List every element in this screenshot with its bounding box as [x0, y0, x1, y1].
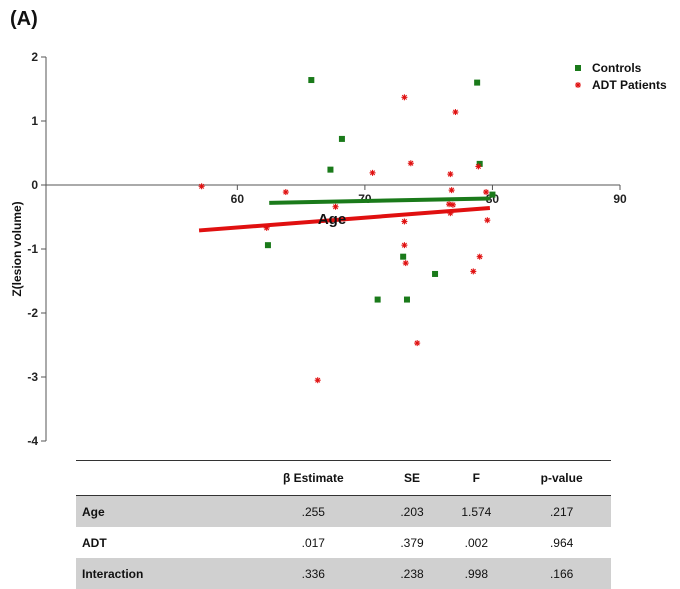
- data-point-control: [403, 296, 410, 303]
- table-header-cell: SE: [383, 460, 441, 496]
- data-point-adt: [446, 201, 453, 208]
- y-tick-label: 0: [31, 178, 38, 192]
- table-cell: .336: [243, 558, 384, 589]
- fit-line: [269, 196, 490, 205]
- x-tick-label: 60: [231, 192, 245, 206]
- data-point-control: [474, 79, 481, 86]
- table-cell: .379: [400, 535, 424, 550]
- table-cell: .166: [512, 558, 611, 589]
- data-point-adt: [401, 218, 408, 225]
- data-point-control: [338, 135, 345, 142]
- table-cell: 1.574: [440, 495, 513, 527]
- table-header-cell: β Estimate: [243, 460, 384, 496]
- data-point-adt: [369, 169, 376, 176]
- data-point-adt: [282, 189, 289, 196]
- data-point-control: [374, 296, 381, 303]
- table-cell: .002: [464, 535, 489, 550]
- table-cell: .998: [440, 558, 513, 589]
- table-row: Age .255 .203 1.574 .217: [76, 495, 611, 527]
- data-point-adt: [447, 210, 454, 217]
- data-point-adt: [484, 217, 491, 224]
- data-point-control: [264, 242, 271, 249]
- table-row: Interaction .336 .238 .998 .166: [76, 558, 611, 589]
- legend-label: ADT Patients: [592, 78, 667, 92]
- table-row: ADT .017 .379 .002 .964: [76, 527, 611, 558]
- y-tick-label: -4: [27, 434, 38, 448]
- legend-marker-adt: [575, 82, 581, 88]
- data-point-control: [476, 160, 483, 167]
- y-tick-label: 2: [31, 50, 38, 64]
- table-header-cell: [76, 460, 243, 496]
- y-axis-title: Z(lesion volume): [10, 201, 24, 296]
- fit-line: [198, 206, 491, 233]
- table-cell: .217: [512, 495, 611, 527]
- data-point-adt: [470, 268, 477, 275]
- x-tick-label: 80: [486, 192, 500, 206]
- table-cell: .203: [383, 495, 441, 527]
- table-cell: .017: [301, 535, 325, 550]
- table-cell: .255: [243, 495, 384, 527]
- x-axis-title: Age: [318, 211, 346, 228]
- scatter-chart: 210-1-2-3-460708090AgeZ(lesion volume)Co…: [10, 50, 667, 448]
- data-point-adt: [401, 94, 408, 101]
- data-point-adt: [314, 377, 321, 384]
- data-point-control: [400, 253, 407, 260]
- data-point-adt: [414, 340, 421, 347]
- panel-label: (A): [10, 8, 38, 30]
- data-point-adt: [407, 160, 414, 167]
- data-point-adt: [401, 242, 408, 249]
- table-header-row: β Estimate SE F p-value: [76, 460, 611, 496]
- data-point-adt: [263, 224, 270, 231]
- table-cell: .238: [383, 558, 441, 589]
- data-point-control: [489, 191, 496, 198]
- table-row-label: ADT: [82, 535, 107, 550]
- legend-marker-controls: [575, 65, 581, 71]
- data-point-adt: [448, 187, 455, 194]
- y-tick-label: 1: [31, 114, 38, 128]
- table-header-cell: F: [440, 460, 513, 496]
- data-point-adt: [402, 260, 409, 267]
- table-cell: .964: [549, 535, 574, 550]
- data-point-adt: [452, 109, 459, 116]
- y-tick-label: -1: [27, 242, 38, 256]
- legend-label: Controls: [592, 61, 642, 75]
- statistics-table: β Estimate SE F p-value Age .255 .203 1.…: [76, 460, 611, 589]
- y-tick-label: -3: [27, 370, 38, 384]
- y-tick-label: -2: [27, 306, 38, 320]
- data-point-adt: [449, 201, 456, 208]
- data-point-control: [327, 166, 334, 173]
- data-point-adt: [483, 189, 490, 196]
- table-row-label: Interaction: [76, 558, 243, 589]
- data-point-adt: [476, 253, 483, 260]
- table-header-cell: p-value: [512, 460, 611, 496]
- data-point-adt: [475, 163, 482, 170]
- table-row-label: Age: [76, 495, 243, 527]
- data-point-control: [432, 270, 439, 277]
- data-point-adt: [332, 203, 339, 210]
- x-tick-label: 90: [613, 192, 627, 206]
- data-point-adt: [198, 183, 205, 190]
- data-point-control: [308, 77, 315, 84]
- data-point-adt: [447, 171, 454, 178]
